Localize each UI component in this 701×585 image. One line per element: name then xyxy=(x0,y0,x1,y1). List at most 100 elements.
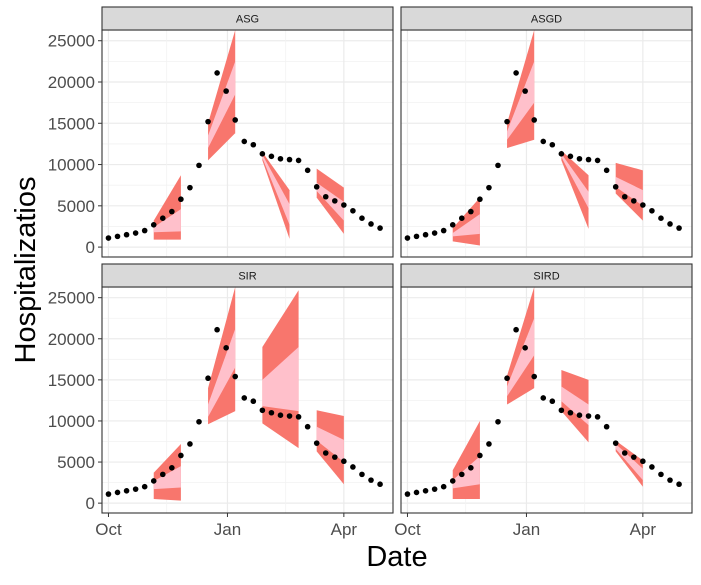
inner-prediction-band xyxy=(561,153,589,209)
data-point xyxy=(540,395,547,401)
y-tick-label: 10000 xyxy=(48,412,95,431)
data-point xyxy=(658,215,664,222)
inner-prediction-band xyxy=(316,182,344,221)
data-point xyxy=(295,157,302,164)
data-point xyxy=(667,477,673,483)
data-point xyxy=(214,70,220,76)
inner-prediction-band xyxy=(507,318,535,397)
panel-sird: SIRD xyxy=(400,263,693,514)
data-point xyxy=(169,465,175,471)
observed-points xyxy=(105,70,383,241)
facet-strip-label: SIRD xyxy=(533,271,559,283)
data-point xyxy=(105,491,112,497)
data-point xyxy=(640,202,646,208)
inner-prediction-band xyxy=(262,346,299,412)
data-point xyxy=(295,414,302,420)
data-point xyxy=(169,208,175,215)
data-point xyxy=(558,151,565,157)
data-point xyxy=(250,398,257,405)
data-point xyxy=(658,471,664,478)
data-point xyxy=(223,88,229,94)
data-point xyxy=(205,375,211,382)
data-point xyxy=(187,184,193,191)
data-point xyxy=(259,151,266,157)
facet-strip-label: ASGD xyxy=(531,14,562,26)
data-point xyxy=(504,375,510,382)
data-point xyxy=(114,489,121,496)
axes-layer: 0 5000 10000 15000 20000 25000 0 5000 10000 15000… xyxy=(48,32,657,539)
data-point xyxy=(304,423,311,430)
y-tick-label: 25000 xyxy=(48,32,95,51)
data-point xyxy=(440,227,447,234)
y-tick-label: 15000 xyxy=(48,114,95,133)
x-tick-label: Apr xyxy=(630,520,657,539)
forecast-bands xyxy=(452,30,643,246)
data-point xyxy=(413,489,420,496)
data-point xyxy=(567,153,574,160)
outer-prediction-band xyxy=(561,150,589,229)
facet-strip-label: SIR xyxy=(238,271,256,283)
x-tick-label: Oct xyxy=(95,520,122,539)
data-point xyxy=(178,452,184,459)
data-point xyxy=(576,412,583,419)
data-point xyxy=(196,418,202,425)
inner-prediction-band xyxy=(452,214,480,237)
data-point xyxy=(132,230,139,236)
data-point xyxy=(540,138,547,145)
inner-prediction-band xyxy=(208,61,236,149)
inner-prediction-band xyxy=(153,209,181,233)
panel-background xyxy=(102,287,393,513)
observed-points xyxy=(404,70,682,241)
data-point xyxy=(232,373,239,380)
data-point xyxy=(504,118,510,125)
data-point xyxy=(649,207,655,214)
data-point xyxy=(232,117,239,123)
data-point xyxy=(377,225,383,231)
data-point xyxy=(468,208,474,215)
data-point xyxy=(576,155,583,162)
data-point xyxy=(667,221,673,227)
panel-background xyxy=(102,30,393,257)
data-point xyxy=(150,222,157,228)
y-tick-label: 10000 xyxy=(48,156,95,175)
data-point xyxy=(105,235,112,241)
data-point xyxy=(513,326,519,333)
panel-background xyxy=(401,30,692,257)
panel-asg: ASG xyxy=(101,6,394,258)
data-point xyxy=(640,458,646,465)
data-point xyxy=(676,481,682,488)
data-point xyxy=(332,198,338,204)
data-point xyxy=(341,202,347,208)
data-point xyxy=(477,196,483,203)
data-point xyxy=(558,407,565,414)
data-point xyxy=(531,117,538,123)
data-point xyxy=(313,440,320,446)
data-point xyxy=(585,156,592,163)
data-point xyxy=(322,450,329,456)
data-point xyxy=(350,207,356,214)
data-point xyxy=(214,326,220,333)
y-tick-label: 15000 xyxy=(48,371,95,390)
x-tick-label: Apr xyxy=(331,520,358,539)
x-axis-title: Date xyxy=(366,541,427,573)
y-tick-label: 5000 xyxy=(57,197,95,216)
data-point xyxy=(486,441,492,447)
panels-layer: ASG ASGD SIR SIRD xyxy=(101,6,693,514)
data-point xyxy=(322,193,329,200)
data-point xyxy=(178,196,184,203)
data-point xyxy=(612,184,619,190)
panel-asgd: ASGD xyxy=(400,6,693,258)
data-point xyxy=(359,215,365,222)
data-point xyxy=(123,488,130,494)
panel-background xyxy=(401,287,692,513)
data-point xyxy=(631,454,637,460)
data-point xyxy=(341,458,347,465)
data-point xyxy=(332,454,338,460)
data-point xyxy=(114,233,121,240)
inner-prediction-band xyxy=(208,328,236,417)
data-point xyxy=(649,464,655,470)
data-point xyxy=(531,373,538,380)
data-point xyxy=(458,215,465,222)
data-point xyxy=(350,464,356,470)
